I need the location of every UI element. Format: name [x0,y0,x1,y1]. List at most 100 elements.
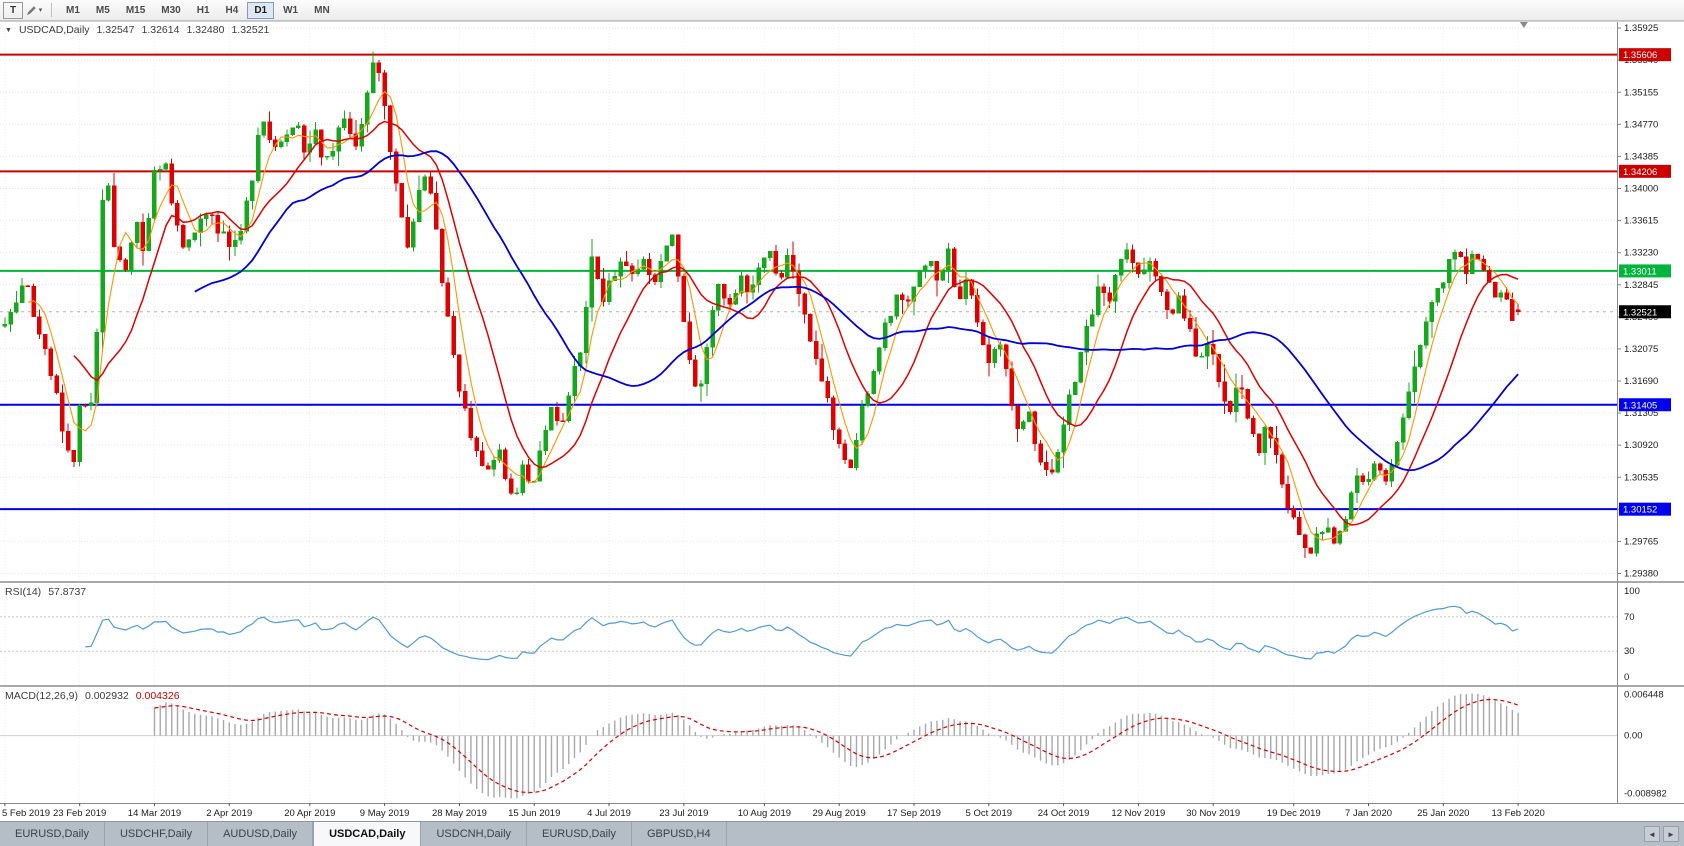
price-tag: 1.34206 [1619,164,1671,178]
svg-text:30 Nov 2019: 30 Nov 2019 [1186,808,1240,819]
ma-line-34 [194,150,1519,472]
svg-text:28 May 2019: 28 May 2019 [432,808,487,819]
tf-button-h4[interactable]: H4 [219,2,246,19]
chart-tab-gbpusd-h4[interactable]: GBPUSD,H4 [632,822,727,846]
text-tool-button[interactable]: T [3,1,23,19]
macd-axis-label: 0.00 [1624,731,1643,742]
time-axis: 5 Feb 2019 23 Feb 2019 14 Mar 2019 2 Apr 20… [2,803,1545,819]
chevron-down-icon: ▾ [38,7,43,14]
chart-tab-eurusd-daily[interactable]: EURUSD,Daily [527,822,632,846]
levels-layer [0,53,1617,511]
tf-button-w1[interactable]: W1 [276,2,305,19]
chart-tab-usdcnh-daily[interactable]: USDCNH,Daily [421,822,528,846]
svg-text:23 Jul 2019: 23 Jul 2019 [659,808,708,819]
svg-text:29 Aug 2019: 29 Aug 2019 [812,808,865,819]
tf-button-d1[interactable]: D1 [247,1,275,19]
svg-text:9 May 2019: 9 May 2019 [360,808,410,819]
chart-tab-usdchf-daily[interactable]: USDCHF,Daily [105,822,209,846]
svg-text:1.33230: 1.33230 [1624,248,1658,259]
timeframe-group: M1 M5 M15 M30 H1 H4 D1 W1 MN [59,1,337,19]
text-tool-glyph: T [9,4,17,16]
rsi-axis-label: 30 [1624,646,1635,657]
rsi-axis-label: 100 [1624,586,1640,597]
svg-text:1.30535: 1.30535 [1624,472,1658,483]
price-tag: 1.32521 [1619,305,1671,319]
svg-text:1.31305: 1.31305 [1624,408,1658,419]
tf-button-mn[interactable]: MN [307,2,337,19]
tf-button-m15[interactable]: M15 [119,2,152,19]
svg-text:12 Nov 2019: 12 Nov 2019 [1111,808,1165,819]
svg-text:17 Sep 2019: 17 Sep 2019 [887,808,941,819]
svg-text:23 Feb 2019: 23 Feb 2019 [53,808,106,819]
macd-axis-label: 0.006448 [1624,689,1664,700]
macd-axis-label: -0.008982 [1624,788,1667,799]
svg-text:1.29765: 1.29765 [1624,536,1658,547]
tabs-scroll-right-button[interactable]: ► [1663,826,1679,842]
svg-text:24 Oct 2019: 24 Oct 2019 [1038,808,1090,819]
svg-text:10 Aug 2019: 10 Aug 2019 [738,808,791,819]
ma-line-13 [73,120,1519,526]
panel-splitter[interactable] [0,685,1684,687]
chart-tab-audusd-daily[interactable]: AUDUSD,Daily [208,822,314,846]
macd-histogram [153,693,1519,799]
svg-text:1.34000: 1.34000 [1624,184,1658,195]
chart-tab-bar: EURUSD,Daily USDCHF,Daily AUDUSD,Daily USDC… [0,821,1684,846]
svg-text:5 Oct 2019: 5 Oct 2019 [966,808,1012,819]
tf-button-h1[interactable]: H1 [190,2,217,19]
svg-text:1.35155: 1.35155 [1624,87,1658,98]
macd-signal-line [154,698,1519,794]
toolbar: T ▾ M1 M5 M15 M30 H1 H4 D1 W1 MN [0,0,1684,21]
svg-text:1.32845: 1.32845 [1624,280,1658,291]
svg-text:1.33615: 1.33615 [1624,216,1658,227]
svg-text:1.32521: 1.32521 [1623,307,1657,318]
draw-tool-button[interactable]: ▾ [24,2,44,19]
svg-text:1.32075: 1.32075 [1624,344,1658,355]
toolbar-separator [51,3,52,17]
svg-text:19 Dec 2019: 19 Dec 2019 [1267,808,1321,819]
panel-splitter[interactable] [0,581,1684,583]
svg-text:4 Jul 2019: 4 Jul 2019 [587,808,631,819]
svg-text:1.30152: 1.30152 [1623,505,1657,516]
ma-line-5 [27,90,1519,541]
svg-text:2 Apr 2019: 2 Apr 2019 [206,808,252,819]
svg-text:1.34385: 1.34385 [1624,151,1658,162]
rsi-axis-label: 0 [1624,672,1629,683]
price-tag: 1.33011 [1619,264,1671,278]
tf-button-m1[interactable]: M1 [59,2,87,19]
svg-text:1.35925: 1.35925 [1624,23,1658,34]
svg-text:25 Jan 2020: 25 Jan 2020 [1417,808,1469,819]
pencil-icon [26,5,37,16]
tf-button-m30[interactable]: M30 [154,2,187,19]
tab-navigation: ◄ ► [1639,822,1684,846]
svg-text:13 Feb 2020: 13 Feb 2020 [1491,808,1544,819]
horizontal-grid-layer [0,27,1617,574]
tabs-scroll-left-button[interactable]: ◄ [1644,826,1660,842]
chart-tab-eurusd-daily[interactable]: EURUSD,Daily [0,822,105,846]
rsi-axis-label: 70 [1624,612,1635,623]
svg-text:1.31690: 1.31690 [1624,376,1658,387]
rsi-line [85,605,1519,661]
chart-canvas[interactable]: 1.359251.355401.351551.347701.343851.340… [0,21,1684,821]
svg-text:7 Jan 2020: 7 Jan 2020 [1345,808,1392,819]
svg-text:5 Feb 2019: 5 Feb 2019 [2,808,50,819]
svg-text:1.34206: 1.34206 [1623,167,1657,178]
chart-area: 1.359251.355401.351551.347701.343851.340… [0,21,1684,821]
panel-frames [0,21,1684,804]
price-tag: 1.35606 [1619,48,1671,61]
tf-button-m5[interactable]: M5 [89,2,117,19]
svg-text:1.35606: 1.35606 [1623,50,1657,61]
svg-text:20 Apr 2019: 20 Apr 2019 [284,808,335,819]
price-tag: 1.31405 [1619,398,1671,412]
svg-text:1.34770: 1.34770 [1624,119,1658,130]
svg-text:1.29380: 1.29380 [1624,569,1658,580]
svg-text:1.33011: 1.33011 [1623,266,1657,277]
vertical-grid-layer [4,21,1519,803]
chart-tab-usdcad-daily[interactable]: USDCAD,Daily [313,822,422,846]
chart-tabs: EURUSD,Daily USDCHF,Daily AUDUSD,Daily USDC… [0,822,727,846]
price-axis: 1.359251.355401.351551.347701.343851.340… [1618,23,1658,580]
svg-text:1.31405: 1.31405 [1623,400,1657,411]
svg-text:14 Mar 2019: 14 Mar 2019 [128,808,181,819]
candles-layer [2,51,1521,558]
chart-shift-marker[interactable] [1519,22,1528,28]
svg-text:1.30920: 1.30920 [1624,440,1658,451]
